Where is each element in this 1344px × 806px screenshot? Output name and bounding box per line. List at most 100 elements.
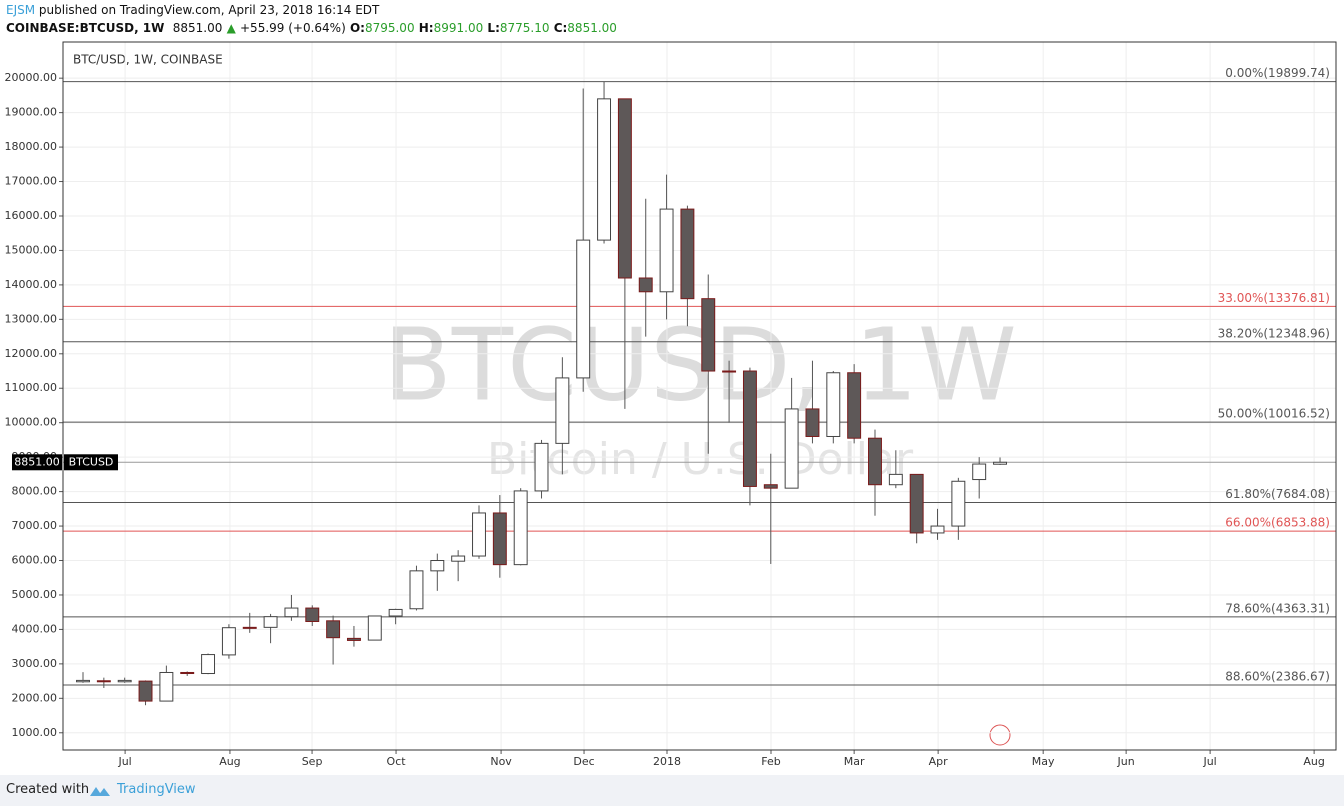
footer: Created with TradingView [0,775,1344,806]
fib-label: 61.80%(7684.08) [1225,487,1330,501]
ohlc-label: C: [553,21,568,35]
x-tick-label: Feb [761,755,780,768]
candle-body [742,370,757,487]
author[interactable]: EJSM [6,3,36,17]
y-tick-label: 2000.00 [12,691,58,704]
candle-body [305,607,320,622]
candle-body [159,671,174,702]
pane-title: BTC/USD, 1W, COINBASE [73,53,223,67]
candle-body [367,615,382,641]
y-tick-label: 12000.00 [5,347,58,360]
candle-body [472,512,486,557]
fib-label: 88.60%(2386.67) [1225,669,1330,683]
brand[interactable]: TradingView [117,782,196,797]
candle-body [346,637,361,641]
y-tick-label: 19000.00 [5,106,58,119]
candle-body [576,239,591,379]
up-arrow: ▲ [226,21,236,35]
y-tick-label: 17000.00 [5,175,58,188]
y-tick-label: 20000.00 [5,71,58,84]
fib-label: 38.20%(12348.96) [1218,326,1330,340]
symbol: COINBASE:BTCUSD, 1W [6,21,165,35]
candle-body [805,408,820,437]
candle-body [76,679,90,683]
ohlc-label: O: [349,21,365,35]
symbol-tag-box [64,454,118,471]
y-tick-label: 18000.00 [5,140,58,153]
created-with: Created with [6,782,90,797]
candle-body [597,98,612,241]
ohlc-value: 8851.00 [567,21,617,35]
candle-body [284,607,299,618]
x-tick-label: Jun [1117,755,1135,768]
y-tick-label: 4000.00 [12,622,58,635]
candle-body [117,679,132,683]
candle-body [180,671,195,675]
x-tick-label: Jul [117,755,131,768]
y-tick-label: 6000.00 [12,554,58,567]
ohlc-value: 8991.00 [433,21,484,35]
candle-body [680,208,695,300]
fib-label: 50.00%(10016.52) [1218,407,1330,421]
flag-icon[interactable] [989,724,1011,746]
candle-body [951,480,966,527]
candle-body [201,654,216,675]
candle-body [638,277,653,293]
x-tick-label: 2018 [653,755,681,768]
brand-logo [90,787,110,796]
candle-body [993,461,1007,465]
x-tick-label: Oct [387,755,407,768]
candle-body [451,555,466,562]
watermark-title: BTCUSD, 1W [383,306,1016,423]
candle-body [263,616,278,628]
candle-body [534,442,549,492]
y-tick-label: 16000.00 [5,209,58,222]
chart: BTCUSD, 1W Bitcoin / U.S. Dollar BTC/USD… [5,41,1337,768]
candle-body [409,570,424,610]
candle-body [555,377,570,444]
watermark-subtitle: Bitcoin / U.S. Dollar [487,434,914,485]
y-tick-label: 1000.00 [12,726,58,739]
last-price-label: 8851.00 [14,455,60,468]
candle-body [826,372,841,437]
x-tick-label: Dec [573,755,594,768]
x-tick-label: Mar [844,755,865,768]
ohlc-value: 8775.10 [499,21,550,35]
y-tick-label: 14000.00 [5,278,58,291]
x-tick-label: Aug [1303,755,1324,768]
fib-label: 66.00%(6853.88) [1225,516,1330,530]
y-tick-label: 11000.00 [5,381,58,394]
y-tick-label: 5000.00 [12,588,58,601]
y-tick-label: 3000.00 [12,657,58,670]
candle-body [909,473,924,534]
candle-body [847,372,862,439]
fib-label: 33.00%(13376.81) [1218,291,1330,305]
fib-label: 0.00%(19899.74) [1225,66,1330,80]
candle-body [513,490,528,566]
candle-body [138,680,153,702]
x-tick-label: Nov [490,755,512,768]
ohlc-label: H: [418,21,434,35]
candle-body [617,98,632,279]
candle-body [784,408,799,489]
x-tick-label: Jul [1202,755,1216,768]
symbol-tag: BTCUSD [69,455,114,468]
price-tag-box [12,454,62,471]
published: published on TradingView.com, April 23, … [38,3,380,17]
plot-frame [62,41,1337,751]
quote-line: COINBASE:BTCUSD, 1W 8851.00 ▲ +55.99 (+0… [6,21,617,35]
last: 8851.00 [172,21,223,35]
y-tick-label: 10000.00 [5,416,58,429]
y-tick-label: 7000.00 [12,519,58,532]
candle-body [888,473,903,486]
candle-body [492,512,507,566]
x-tick-label: Aug [219,755,240,768]
candle-body [763,484,778,489]
candle-body [972,463,987,481]
candle-body [930,525,945,534]
x-tick-label: Apr [929,755,949,768]
x-tick-label: Sep [302,755,323,768]
change: +55.99 (+0.64%) [240,21,346,35]
candle-body [659,208,674,293]
